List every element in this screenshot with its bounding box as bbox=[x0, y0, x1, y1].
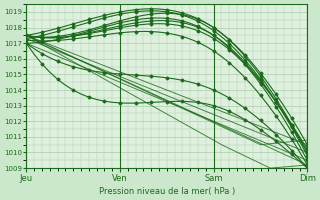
X-axis label: Pression niveau de la mer( hPa ): Pression niveau de la mer( hPa ) bbox=[99, 187, 235, 196]
